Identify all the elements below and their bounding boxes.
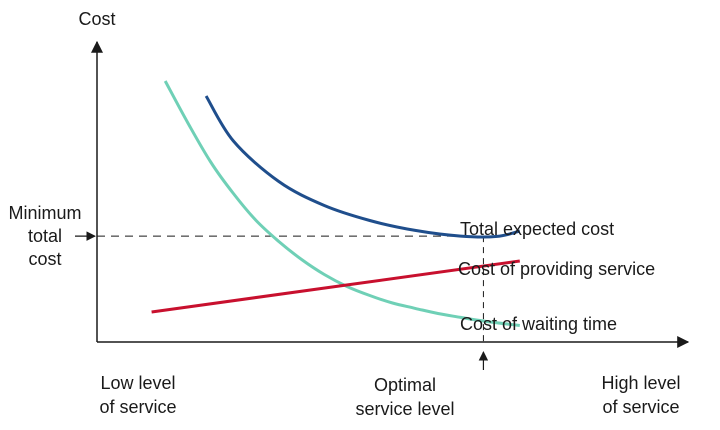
series-line-providing	[151, 259, 521, 314]
optimal-label-line1: Optimal	[374, 375, 436, 395]
x-label-high-line1: High level	[601, 373, 680, 393]
x-label-low-line2: of service	[99, 397, 176, 417]
series-line-waiting	[163, 80, 520, 327]
x-label-low-line1: Low level	[100, 373, 175, 393]
y-axis-label: Cost	[78, 9, 115, 29]
series-label-providing: Cost of providing service	[458, 259, 655, 279]
min-cost-label-line1: Minimum	[8, 203, 81, 223]
x-label-high-line2: of service	[602, 397, 679, 417]
series-line-total	[204, 95, 521, 239]
min-cost-label-line2: total	[28, 226, 62, 246]
min-cost-label-line3: cost	[28, 249, 61, 269]
series-label-waiting: Cost of waiting time	[460, 314, 617, 334]
series-label-total: Total expected cost	[460, 219, 614, 239]
optimal-label-line2: service level	[355, 399, 454, 419]
